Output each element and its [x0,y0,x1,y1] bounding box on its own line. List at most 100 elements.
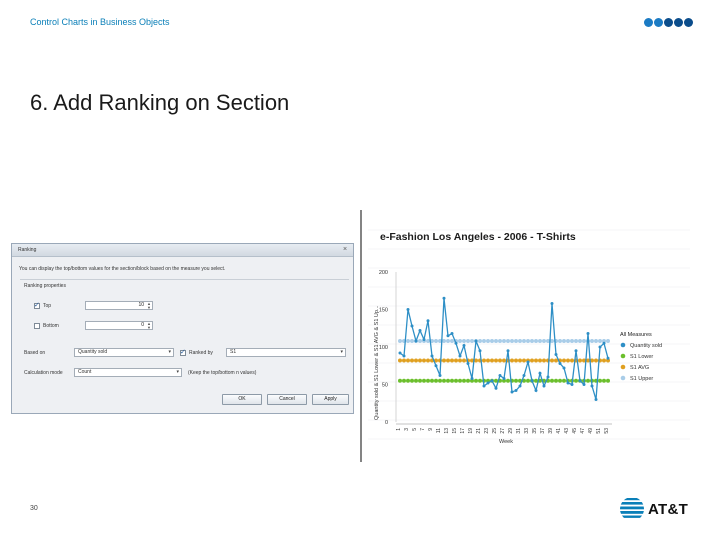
data-point [446,339,450,343]
data-point [590,358,594,363]
data-point [514,339,518,343]
data-point [602,339,606,343]
data-point [462,378,466,383]
data-point [442,358,446,363]
top-checkbox[interactable] [34,301,40,309]
data-point [446,358,450,363]
data-point [426,319,430,323]
data-point [470,377,474,380]
data-point [490,379,494,383]
x-tick-label: 35 [532,428,538,434]
data-point [494,386,498,390]
legend-marker [620,375,626,381]
data-point [474,339,478,343]
data-point [478,339,482,343]
data-point [402,358,406,363]
apply-button[interactable]: Apply [312,394,349,405]
data-point [598,378,602,383]
legend-entry: S1 Upper [630,376,653,382]
ranked-by-checkbox[interactable] [180,348,186,356]
dialog-titlebar[interactable]: Ranking × [12,244,353,257]
x-tick-label: 7 [420,428,426,431]
data-point [442,378,446,383]
data-point [446,334,450,338]
data-point [586,378,590,383]
x-tick-label: 11 [436,428,442,433]
data-point [478,349,482,353]
based-on-label: Based on [24,350,46,356]
data-point [570,339,574,343]
data-point [450,358,454,363]
data-point [434,358,438,363]
data-point [398,378,402,383]
control-chart: e-Fashion Los Angeles - 2006 - T-Shirts … [360,210,692,462]
data-point [494,378,498,383]
ranked-by-select[interactable]: S1 ▾ [226,348,346,357]
cancel-button[interactable]: Cancel [267,394,307,405]
calc-mode-select[interactable]: Count ▾ [74,368,182,377]
slide-title: 6. Add Ranking on Section [30,90,290,115]
legend-entry: S1 AVG [630,365,649,371]
data-point [450,378,454,383]
chevron-down-icon: ▾ [340,349,343,355]
data-point [462,358,466,363]
data-point [494,358,498,363]
data-point [578,358,582,363]
data-point [518,339,522,343]
ranked-by-label: Ranked by [189,350,213,356]
data-point [498,358,502,363]
data-point [510,358,514,363]
x-tick-label: 13 [444,428,450,434]
data-point [426,358,430,363]
data-point [430,378,434,383]
data-point [582,358,586,363]
data-point [438,374,442,377]
y-tick-label: 0 [385,420,388,426]
spinner-icon[interactable]: ▲ ▼ [147,321,151,330]
data-point [502,358,506,363]
data-point [422,358,426,363]
data-point [486,381,490,385]
data-point [570,383,574,386]
bottom-value-stepper[interactable]: 0 ▲ ▼ [85,321,153,330]
x-tick-label: 25 [492,428,498,434]
data-point [602,378,606,383]
data-point [602,341,606,345]
data-point [554,353,558,356]
chart-xlabel: Week [499,439,513,445]
ranking-properties-group: Ranking properties Top 10 ▲▼ Bottom 0 ▲▼… [20,279,349,407]
data-point [518,384,522,388]
data-point [562,339,566,343]
data-point [426,339,430,343]
y-tick-label: 200 [379,270,388,276]
data-point [510,339,514,343]
data-point [506,339,510,343]
ok-button[interactable]: OK [222,394,262,405]
data-point [482,339,486,343]
data-point [466,362,470,365]
x-tick-label: 43 [564,428,570,434]
data-point [518,358,522,363]
y-tick-label: 150 [379,308,388,314]
data-point [398,339,402,343]
data-point [582,383,586,386]
data-point [578,339,582,343]
close-icon[interactable]: × [342,246,348,253]
x-tick-label: 15 [452,428,458,434]
data-point [566,339,570,343]
based-on-select[interactable]: Quantity sold ▾ [74,348,174,357]
data-point [586,332,590,335]
data-point [522,339,526,343]
x-tick-label: 9 [428,428,434,431]
data-point [474,358,478,363]
data-point [598,339,602,343]
data-point [566,381,570,385]
top-value-stepper[interactable]: 10 ▲ ▼ [85,301,153,310]
spinner-icon[interactable]: ▲ ▼ [147,301,151,310]
data-point [534,339,538,343]
legend-marker [620,353,626,359]
bottom-checkbox[interactable] [34,323,40,329]
x-tick-label: 27 [500,428,506,434]
data-point [558,378,562,383]
data-point [482,358,486,363]
